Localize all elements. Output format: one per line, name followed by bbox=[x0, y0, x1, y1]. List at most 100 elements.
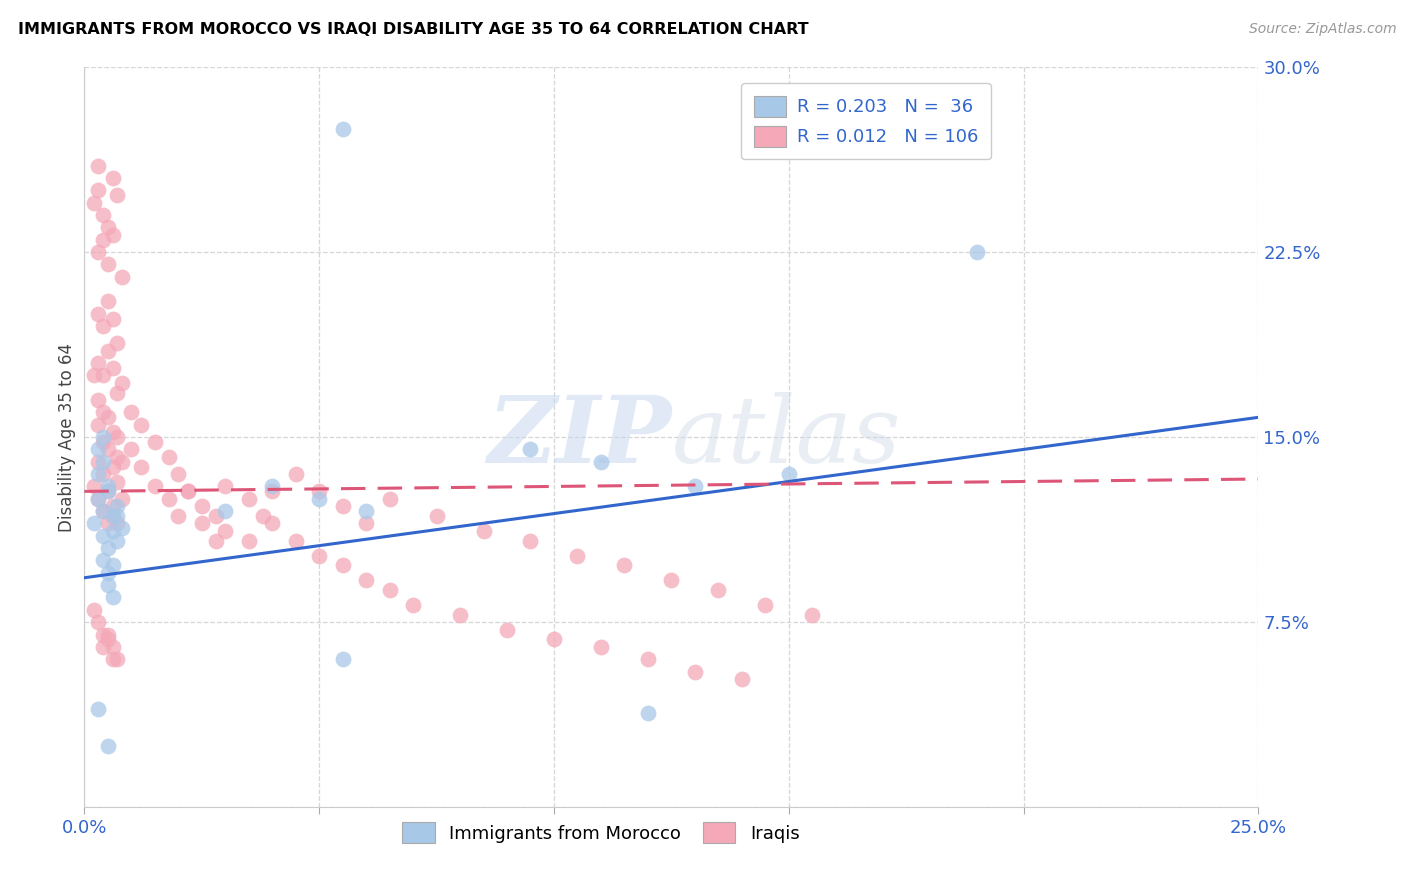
Point bbox=[683, 665, 706, 679]
Point bbox=[308, 484, 330, 499]
Point bbox=[101, 509, 124, 524]
Point bbox=[262, 516, 284, 531]
Point bbox=[83, 516, 105, 531]
Point bbox=[496, 623, 519, 637]
Point bbox=[191, 499, 214, 513]
Point bbox=[101, 591, 124, 605]
Point bbox=[91, 368, 114, 383]
Point bbox=[105, 188, 128, 202]
Legend: Immigrants from Morocco, Iraqis: Immigrants from Morocco, Iraqis bbox=[391, 811, 810, 854]
Point bbox=[214, 479, 236, 493]
Point bbox=[105, 450, 128, 464]
Point bbox=[87, 491, 110, 506]
Point bbox=[589, 640, 612, 654]
Point bbox=[449, 607, 471, 622]
Point bbox=[101, 652, 124, 666]
Point bbox=[97, 516, 120, 531]
Point bbox=[284, 467, 307, 482]
Point bbox=[91, 467, 114, 482]
Point bbox=[101, 640, 124, 654]
Point bbox=[426, 509, 449, 524]
Point bbox=[354, 504, 377, 518]
Point bbox=[87, 183, 110, 197]
Point bbox=[97, 220, 120, 235]
Point bbox=[354, 516, 377, 531]
Point bbox=[111, 269, 134, 284]
Point bbox=[801, 607, 824, 622]
Point bbox=[519, 442, 541, 457]
Point bbox=[101, 459, 124, 474]
Point bbox=[101, 171, 124, 186]
Point bbox=[97, 632, 120, 647]
Point bbox=[105, 475, 128, 489]
Point bbox=[472, 524, 495, 538]
Point bbox=[111, 491, 134, 506]
Point bbox=[105, 652, 128, 666]
Point bbox=[354, 573, 377, 587]
Point bbox=[91, 504, 114, 518]
Point bbox=[101, 361, 124, 376]
Text: atlas: atlas bbox=[672, 392, 901, 482]
Point bbox=[176, 484, 198, 499]
Point bbox=[778, 467, 800, 482]
Point bbox=[105, 336, 128, 351]
Point bbox=[101, 425, 124, 439]
Point bbox=[157, 450, 180, 464]
Point bbox=[176, 484, 198, 499]
Point bbox=[97, 410, 120, 425]
Point bbox=[97, 739, 120, 753]
Point bbox=[120, 442, 142, 457]
Point bbox=[238, 491, 260, 506]
Point bbox=[97, 479, 120, 493]
Point bbox=[91, 640, 114, 654]
Point bbox=[97, 484, 120, 499]
Point bbox=[105, 385, 128, 400]
Point bbox=[83, 479, 105, 493]
Text: IMMIGRANTS FROM MOROCCO VS IRAQI DISABILITY AGE 35 TO 64 CORRELATION CHART: IMMIGRANTS FROM MOROCCO VS IRAQI DISABIL… bbox=[18, 22, 808, 37]
Point bbox=[191, 516, 214, 531]
Point bbox=[378, 583, 401, 598]
Point bbox=[214, 524, 236, 538]
Point bbox=[87, 701, 110, 715]
Point bbox=[111, 376, 134, 390]
Point bbox=[214, 504, 236, 518]
Point bbox=[83, 195, 105, 210]
Point bbox=[332, 558, 354, 573]
Point bbox=[91, 435, 114, 450]
Text: ZIP: ZIP bbox=[486, 392, 672, 482]
Point bbox=[120, 405, 142, 419]
Point bbox=[91, 208, 114, 222]
Point bbox=[111, 455, 134, 469]
Point bbox=[97, 343, 120, 358]
Point bbox=[707, 583, 730, 598]
Point bbox=[101, 558, 124, 573]
Point bbox=[262, 484, 284, 499]
Point bbox=[613, 558, 636, 573]
Point bbox=[105, 430, 128, 444]
Point bbox=[87, 356, 110, 370]
Point bbox=[637, 706, 659, 721]
Point bbox=[87, 467, 110, 482]
Point bbox=[238, 533, 260, 548]
Point bbox=[332, 499, 354, 513]
Point bbox=[143, 479, 166, 493]
Point bbox=[101, 499, 124, 513]
Point bbox=[97, 294, 120, 309]
Point bbox=[378, 491, 401, 506]
Point bbox=[87, 307, 110, 321]
Point bbox=[87, 244, 110, 259]
Point bbox=[731, 672, 754, 686]
Point bbox=[97, 442, 120, 457]
Point bbox=[308, 491, 330, 506]
Point bbox=[91, 405, 114, 419]
Text: Source: ZipAtlas.com: Source: ZipAtlas.com bbox=[1249, 22, 1396, 37]
Point bbox=[754, 598, 776, 612]
Point bbox=[205, 509, 228, 524]
Point bbox=[87, 159, 110, 173]
Point bbox=[97, 578, 120, 592]
Point bbox=[332, 652, 354, 666]
Point bbox=[91, 529, 114, 543]
Point bbox=[91, 430, 114, 444]
Point bbox=[308, 549, 330, 563]
Point bbox=[157, 491, 180, 506]
